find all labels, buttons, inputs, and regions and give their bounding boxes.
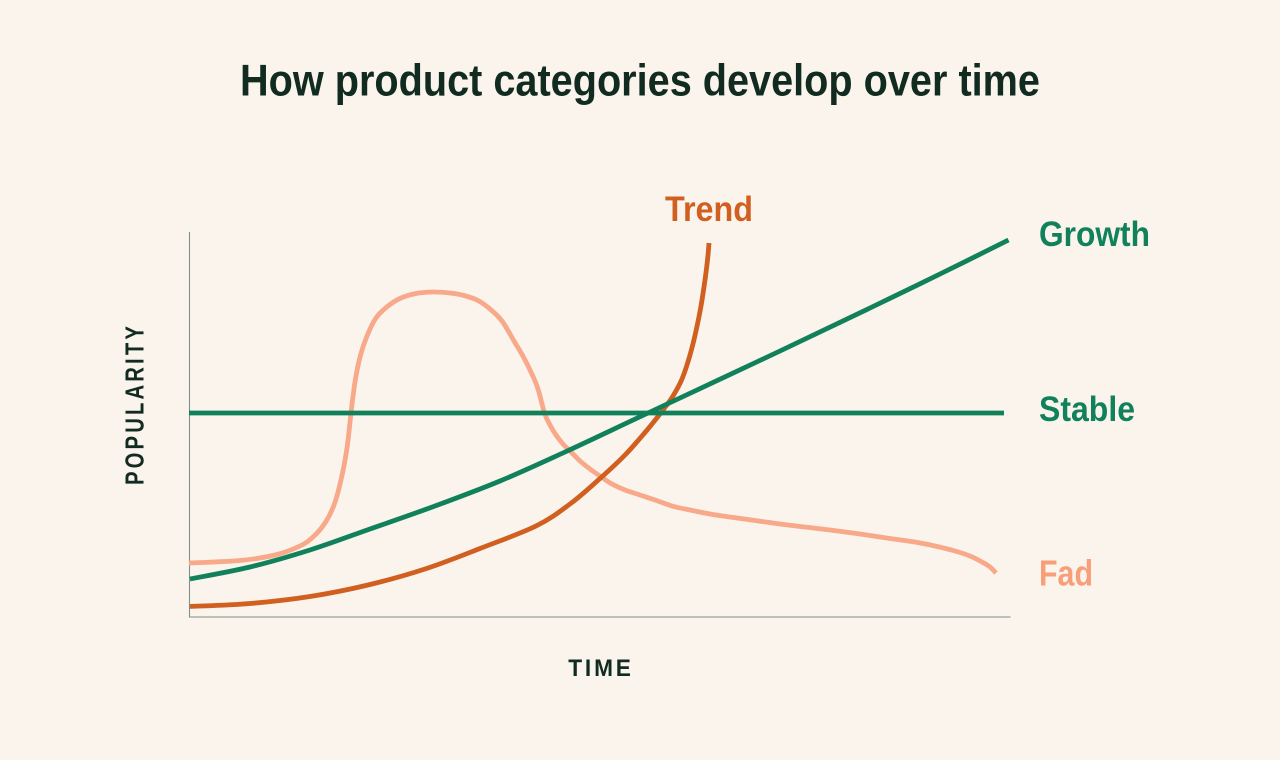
svg-text:TIME: TIME (568, 655, 634, 682)
svg-text:Stable: Stable (1039, 390, 1135, 429)
svg-text:How product categories develop: How product categories develop over time (240, 57, 1040, 106)
svg-text:Fad: Fad (1039, 553, 1093, 594)
svg-text:Trend: Trend (665, 190, 753, 229)
svg-text:POPULARITY: POPULARITY (120, 323, 150, 485)
svg-text:Growth: Growth (1039, 215, 1150, 254)
